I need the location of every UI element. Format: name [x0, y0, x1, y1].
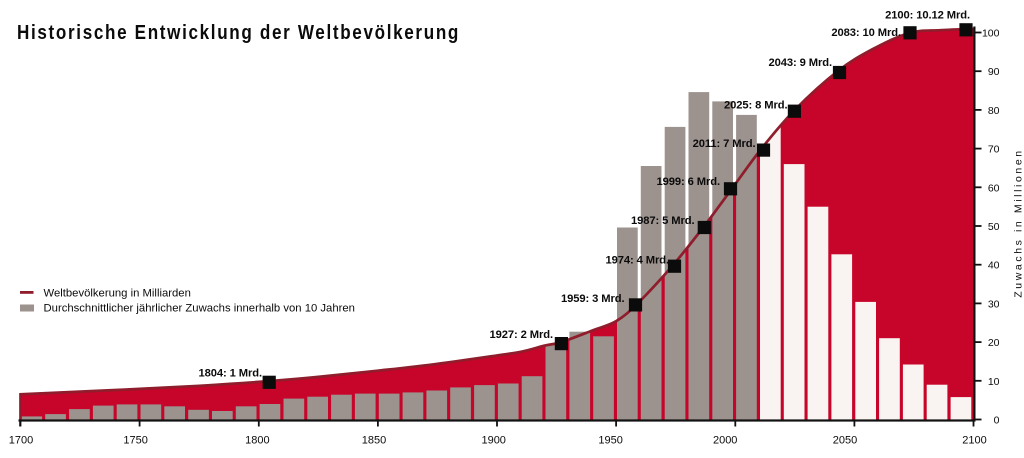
svg-text:10: 10	[988, 376, 1000, 388]
svg-text:50: 50	[988, 221, 1000, 233]
svg-text:1700: 1700	[9, 435, 33, 447]
svg-text:20: 20	[988, 337, 1000, 349]
svg-text:Historische Entwicklung der We: Historische Entwicklung der Weltbevölker…	[17, 21, 460, 44]
svg-text:2083: 10 Mrd.: 2083: 10 Mrd.	[831, 27, 901, 39]
svg-text:80: 80	[988, 105, 1000, 117]
svg-text:1900: 1900	[481, 435, 505, 447]
svg-text:1750: 1750	[123, 435, 147, 447]
svg-text:1950: 1950	[598, 435, 622, 447]
svg-text:Weltbevölkerung in Milliarden: Weltbevölkerung in Milliarden	[44, 287, 191, 299]
svg-text:2000: 2000	[713, 435, 737, 447]
svg-text:Durchschnittlicher jährlicher: Durchschnittlicher jährlicher Zuwachs in…	[44, 303, 355, 315]
svg-text:1974: 4 Mrd.: 1974: 4 Mrd.	[606, 254, 669, 266]
svg-text:70: 70	[988, 144, 1000, 156]
svg-text:2050: 2050	[833, 435, 857, 447]
svg-text:40: 40	[988, 260, 1000, 272]
svg-text:1999: 6 Mrd.: 1999: 6 Mrd.	[657, 176, 720, 188]
svg-text:90: 90	[988, 66, 1000, 78]
svg-text:2043: 9 Mrd.: 2043: 9 Mrd.	[769, 57, 832, 69]
svg-text:1850: 1850	[362, 435, 386, 447]
svg-text:100: 100	[982, 28, 1000, 40]
svg-text:1804: 1 Mrd.: 1804: 1 Mrd.	[199, 368, 262, 380]
svg-text:1959: 3 Mrd.: 1959: 3 Mrd.	[561, 293, 624, 305]
svg-text:2025: 8 Mrd.: 2025: 8 Mrd.	[724, 100, 787, 112]
svg-text:2100: 2100	[962, 435, 986, 447]
svg-text:2100: 10.12 Mrd.: 2100: 10.12 Mrd.	[885, 10, 970, 22]
svg-text:Zuwachs in Millionen: Zuwachs in Millionen	[1013, 148, 1024, 297]
svg-text:0: 0	[994, 415, 1000, 427]
svg-text:1800: 1800	[245, 435, 269, 447]
svg-text:60: 60	[988, 182, 1000, 194]
svg-text:1927: 2 Mrd.: 1927: 2 Mrd.	[490, 329, 553, 341]
svg-text:2011: 7 Mrd.: 2011: 7 Mrd.	[693, 138, 756, 150]
svg-text:30: 30	[988, 298, 1000, 310]
svg-text:1987: 5 Mrd.: 1987: 5 Mrd.	[631, 215, 694, 227]
